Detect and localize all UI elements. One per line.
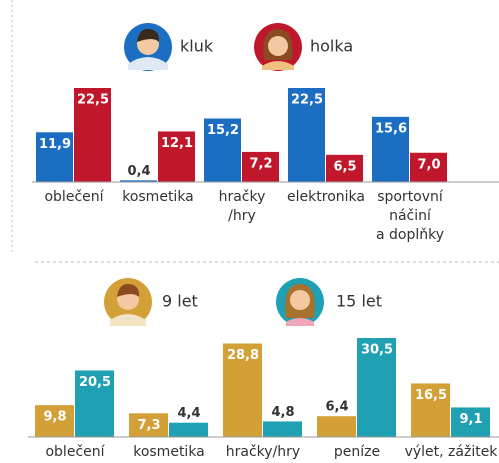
value-label: 7,3 [137, 418, 160, 433]
avatar-girl [254, 23, 302, 71]
legend-label: kluk [180, 37, 214, 56]
value-label: 28,8 [227, 348, 259, 363]
legend-label: 15 let [336, 292, 382, 311]
value-label: 7,0 [417, 157, 440, 172]
category-label: sportovní náčiní a doplňky [376, 189, 444, 243]
value-label: 15,6 [375, 121, 407, 136]
bar [410, 152, 447, 182]
value-label: 20,5 [79, 375, 111, 390]
value-label: 7,2 [249, 156, 272, 171]
category-label: hračky/hry [226, 444, 300, 460]
value-label: 6,4 [325, 400, 348, 415]
legend-label: holka [310, 37, 353, 56]
bar [326, 154, 363, 182]
value-label: 0,4 [127, 164, 150, 179]
bar [288, 88, 325, 182]
avatar-9 [104, 278, 152, 326]
value-label: 16,5 [415, 388, 447, 403]
value-label: 22,5 [291, 93, 323, 108]
bar [372, 116, 409, 182]
value-label: 15,2 [207, 123, 239, 138]
bar [451, 407, 490, 437]
bar [158, 131, 195, 182]
category-label: peníze [334, 444, 380, 460]
bar [36, 132, 73, 182]
value-label: 22,5 [77, 93, 109, 108]
avatar-boy [124, 23, 172, 71]
category-label: hračky/hry [219, 189, 266, 224]
category-label: oblečení [44, 189, 104, 205]
bar [75, 370, 114, 437]
bar [357, 338, 396, 437]
value-label: 30,5 [361, 343, 393, 358]
category-label: kosmetika [133, 444, 205, 460]
value-label: 12,1 [161, 136, 193, 151]
value-label: 11,9 [39, 137, 71, 152]
bar [120, 180, 157, 182]
category-label: elektronika [287, 189, 365, 205]
bar [223, 343, 262, 437]
value-label: 9,8 [43, 410, 66, 425]
value-label: 6,5 [333, 159, 356, 174]
bar [242, 151, 279, 182]
bar [263, 421, 302, 437]
category-label: výlet, zážitek [405, 444, 499, 460]
bar [35, 405, 74, 437]
bar [74, 88, 111, 182]
bar [129, 413, 168, 437]
legend-label: 9 let [162, 292, 198, 311]
bar [204, 118, 241, 182]
value-label: 4,4 [177, 406, 200, 421]
category-label: oblečení [45, 444, 105, 460]
bar [411, 383, 450, 437]
bar [317, 416, 356, 437]
value-label: 4,8 [271, 405, 294, 420]
value-label: 9,1 [459, 412, 482, 427]
bar [169, 422, 208, 437]
category-label: kosmetika [122, 189, 194, 205]
avatar-15 [276, 278, 324, 326]
